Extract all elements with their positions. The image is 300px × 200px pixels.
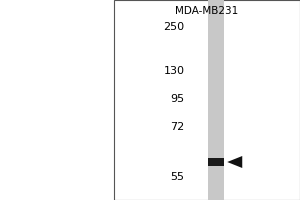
Text: MDA-MB231: MDA-MB231 — [176, 6, 239, 16]
Text: 250: 250 — [164, 22, 184, 32]
Bar — [114, 0, 300, 200]
Text: 55: 55 — [170, 172, 184, 182]
Text: 130: 130 — [164, 66, 184, 76]
Bar — [208, 0, 224, 200]
Bar — [208, 158, 224, 166]
Text: 72: 72 — [170, 122, 184, 132]
Text: 95: 95 — [170, 94, 184, 104]
Polygon shape — [227, 156, 242, 168]
